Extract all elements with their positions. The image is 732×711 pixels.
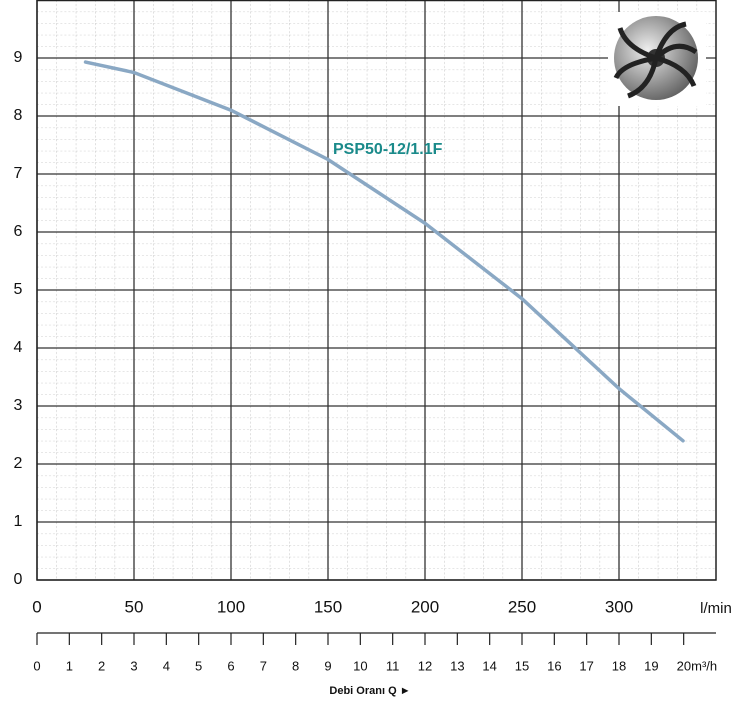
x2-tick-label: 8	[292, 658, 299, 673]
x-tick-label: 200	[411, 597, 439, 616]
x2-tick-label: 16	[547, 658, 561, 673]
y-tick-label: 0	[14, 571, 23, 588]
plot-frame	[36, 0, 717, 581]
x2-axis-title: Debi Oranı Q ►	[329, 685, 410, 697]
x-tick-label: 300	[605, 597, 633, 616]
series-label: PSP50-12/1.1F	[333, 141, 443, 158]
y-tick-label: 9	[14, 49, 23, 66]
x-tick-label: 100	[217, 597, 245, 616]
x2-tick-label: 14	[482, 658, 496, 673]
x2-tick-label: 5	[195, 658, 202, 673]
x-tick-label: 250	[508, 597, 536, 616]
y-tick-label: 2	[14, 455, 23, 472]
x2-tick-label: 11	[386, 658, 400, 673]
x2-tick-label: 18	[612, 658, 626, 673]
x2-tick-label: 13	[450, 658, 464, 673]
x2-tick-label: 15	[515, 658, 529, 673]
x2-tick-label: 7	[260, 658, 267, 673]
x2-tick-label: 6	[227, 658, 234, 673]
x2-tick-label: 9	[324, 658, 331, 673]
impeller-image	[608, 12, 706, 106]
y-tick-label: 6	[14, 223, 23, 240]
x2-tick-label: 1	[66, 658, 73, 673]
y-tick-label: 1	[14, 513, 23, 530]
x2-tick-label: 10	[353, 658, 367, 673]
x-tick-label: 50	[125, 597, 144, 616]
x-tick-label: 150	[314, 597, 342, 616]
y-tick-label: 4	[14, 339, 23, 356]
x2-tick-label: 19	[644, 658, 658, 673]
x2-tick-label: 20m³/h	[677, 658, 717, 673]
x-unit: l/min	[700, 600, 732, 617]
y-tick-label: 7	[14, 165, 23, 182]
x2-tick-label: 4	[163, 658, 170, 673]
x2-tick-label: 3	[130, 658, 137, 673]
curve	[83, 60, 685, 443]
x2-tick-label: 12	[418, 658, 432, 673]
y-tick-label: 8	[14, 107, 23, 124]
x2-tick-label: 2	[98, 658, 105, 673]
y-tick-label: 5	[14, 281, 23, 298]
x2-tick-label: 17	[579, 658, 593, 673]
x-tick-label: 0	[32, 597, 41, 616]
x2-tick-label: 0	[33, 658, 40, 673]
y-tick-label: 3	[14, 397, 23, 414]
